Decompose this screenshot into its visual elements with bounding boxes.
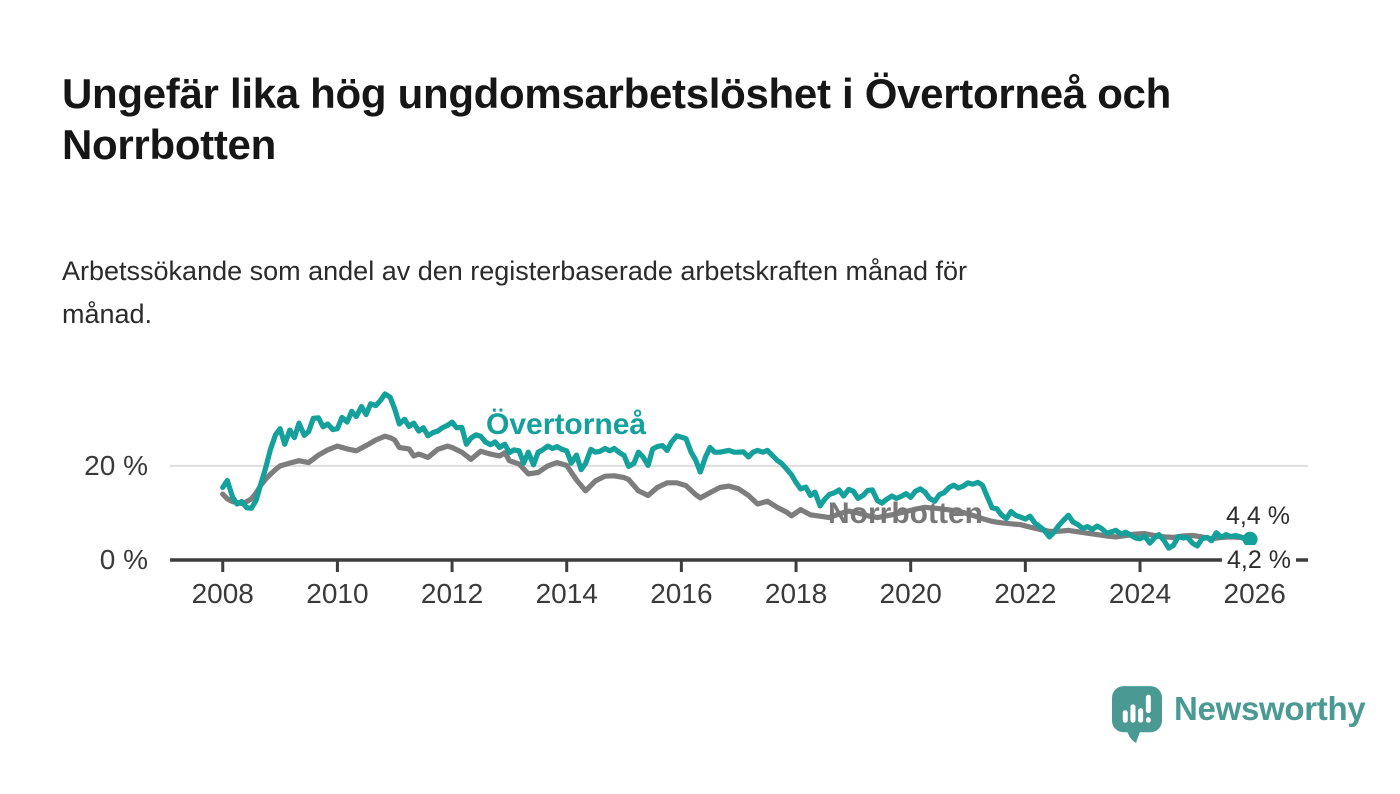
x-axis-tick-label-2026: 2026 xyxy=(1223,578,1286,609)
x-axis-tick-label-2012: 2012 xyxy=(420,578,484,609)
y-axis-tick-label-0: 0 % xyxy=(99,544,148,575)
series-label-overtornea: Övertorneå xyxy=(486,408,647,441)
page-subtitle-line1: Arbetssökande som andel av den registerb… xyxy=(62,256,968,286)
x-axis-tick-label-2020: 2020 xyxy=(879,578,942,609)
end-value-label-overtornea: 4,4 % xyxy=(1226,502,1290,530)
x-axis-tick-label-2008: 2008 xyxy=(191,578,254,609)
series-end-dot xyxy=(1242,531,1258,547)
x-axis-tick-label-2018: 2018 xyxy=(764,578,828,609)
newsworthy-logo: Newsworthy xyxy=(1112,686,1366,744)
page-title-line1: Ungefär lika hög ungdomsarbetslöshet i Ö… xyxy=(62,70,1171,117)
series-line-norrbotten xyxy=(220,433,1253,543)
y-axis-tick-label-20: 20 % xyxy=(84,449,148,481)
newsworthy-logo-icon xyxy=(1112,686,1162,743)
series-line-overtornea xyxy=(220,391,1253,551)
x-axis-tick-label-2016: 2016 xyxy=(650,578,713,609)
page-title-line2: Norrbotten xyxy=(62,121,276,168)
x-axis-tick-label-2010: 2010 xyxy=(306,578,369,609)
newsworthy-logo-text: Newsworthy xyxy=(1174,690,1366,727)
end-value-label-norrbotten: 4,2 % xyxy=(1222,545,1296,576)
x-axis-tick-label-2024: 2024 xyxy=(1108,578,1172,609)
series-label-norrbotten: Norrbotten xyxy=(828,497,983,530)
page-subtitle-line2: månad. xyxy=(62,299,153,329)
page-title: Ungefär lika hög ungdomsarbetslöshet i Ö… xyxy=(62,68,1362,170)
page-subtitle: Arbetssökande som andel av den registerb… xyxy=(62,250,1322,336)
x-axis-tick-label-2014: 2014 xyxy=(535,578,598,609)
x-axis-tick-label-2022: 2022 xyxy=(994,578,1057,609)
